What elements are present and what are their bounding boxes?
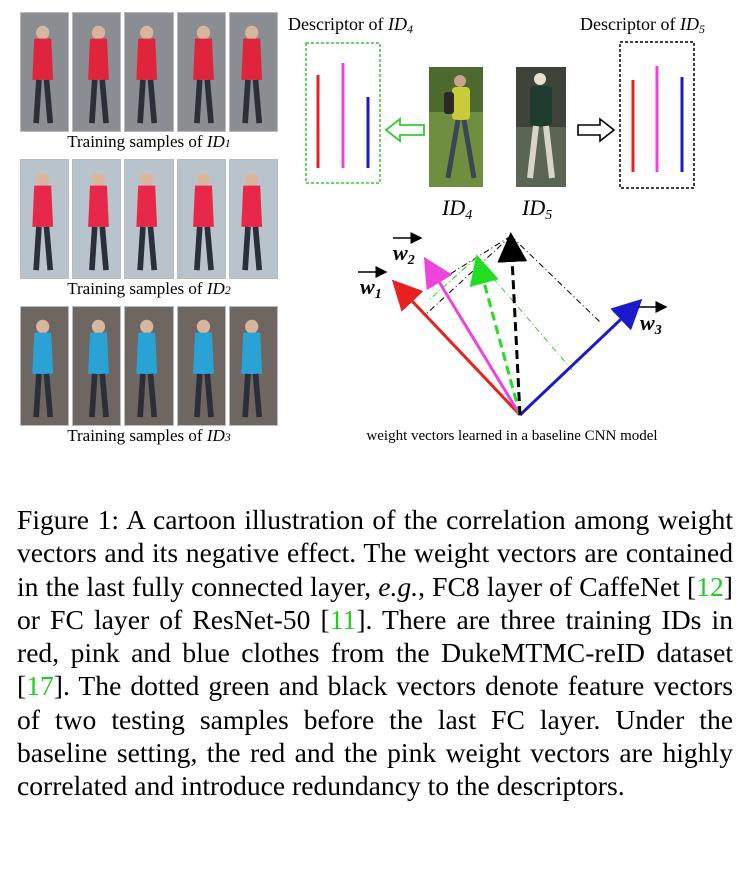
caption-text-2: , FC8 layer of CaffeNet [ — [418, 570, 697, 602]
arrow-right-black-icon — [577, 117, 616, 143]
training-row: Training samples of ID3 — [20, 302, 279, 449]
sample-photo — [124, 306, 174, 426]
training-row: Training samples of ID1 — [20, 8, 279, 155]
sample-photo — [176, 306, 226, 426]
person-id4-label: ID4 — [441, 195, 472, 223]
sample-photo — [72, 159, 122, 279]
sample-strip — [20, 159, 279, 279]
person-id5-label: ID5 — [521, 195, 552, 223]
svg-text:w3: w3 — [640, 310, 662, 338]
sample-photo — [124, 12, 174, 132]
feature-vector-id5 — [497, 232, 528, 416]
training-row: Training samples of ID2 — [20, 155, 279, 302]
figure-caption: Figure 1: A cartoon illustration of the … — [17, 503, 733, 803]
descriptor-id5-title: Descriptor of ID5 — [580, 14, 705, 36]
sample-photo — [124, 159, 174, 279]
sample-strip — [20, 12, 279, 132]
caption-text-5: ]. The dotted green and black vectors de… — [17, 670, 733, 802]
feature-vector-id4 — [469, 254, 522, 416]
person-id5-photo — [516, 67, 566, 187]
sample-photo — [176, 159, 226, 279]
sample-photo — [72, 12, 122, 132]
vectors-caption: weight vectors learned in a baseline CNN… — [366, 428, 657, 444]
label-w3: w3 — [638, 301, 668, 338]
label-w2: w2 — [393, 232, 423, 268]
citation-link[interactable]: 17 — [26, 670, 54, 702]
svg-text:w1: w1 — [360, 274, 382, 302]
row-caption: Training samples of ID2 — [67, 279, 231, 298]
svg-text:w2: w2 — [393, 240, 415, 268]
caption-text-3: ] or FC layer of ResNet-50 [ — [17, 570, 733, 635]
sample-photo — [176, 12, 226, 132]
diagram-svg: Descriptor of ID4 ID4 ID5 — [288, 14, 705, 444]
caption-eg: e.g. — [378, 570, 419, 602]
vector-w3 — [518, 298, 643, 417]
sample-photo — [72, 306, 122, 426]
row-caption: Training samples of ID3 — [67, 426, 231, 445]
projection-lines-green — [428, 257, 573, 371]
projection-lines-black — [423, 235, 601, 323]
sample-photo — [20, 306, 70, 426]
sample-photo — [20, 12, 70, 132]
sample-photo — [228, 306, 279, 426]
citation-link[interactable]: 12 — [696, 570, 724, 602]
vector-w2 — [423, 256, 522, 416]
training-samples-panel: Training samples of ID1 Training samples … — [20, 8, 279, 449]
citation-link[interactable]: 11 — [329, 603, 357, 635]
arrow-left-green-icon — [384, 117, 425, 143]
sample-strip — [20, 306, 279, 426]
person-id4-photo — [429, 67, 483, 187]
vector-w1 — [391, 279, 522, 417]
sample-photo — [228, 12, 279, 132]
descriptor-id4-title: Descriptor of ID4 — [288, 14, 413, 36]
caption-text-4: ]. There are three training IDs in red, … — [17, 603, 733, 702]
descriptor-id5-box — [619, 41, 695, 189]
sample-photo — [20, 159, 70, 279]
caption-text-1: Figure 1: A cartoon illustration of the … — [17, 504, 733, 602]
sample-photo — [228, 159, 279, 279]
weight-vector-diagram: Descriptor of ID4 ID4 ID5 — [282, 0, 746, 460]
row-caption: Training samples of ID1 — [67, 132, 231, 151]
label-w1: w1 — [358, 266, 388, 302]
descriptor-id4-box — [305, 42, 381, 184]
